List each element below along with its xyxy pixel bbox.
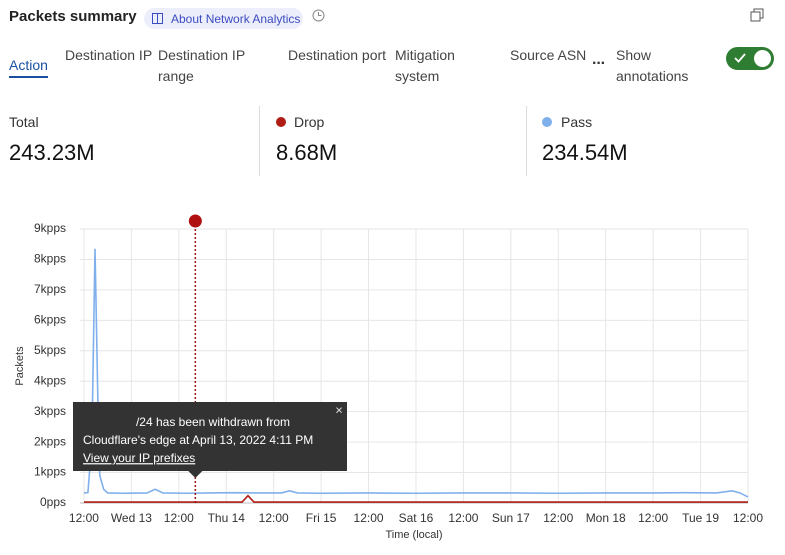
toggle[interactable] (726, 47, 774, 70)
y-tick-label: 2kpps (34, 434, 66, 448)
tooltip-text: /24 has been withdrawn from (136, 415, 290, 429)
y-tick-label: 3kpps (34, 404, 66, 418)
y-tick-label: 7kpps (34, 282, 66, 296)
tab[interactable]: Destination IP range (158, 47, 245, 84)
book-icon (152, 13, 163, 24)
x-tick-label: Wed 13 (111, 511, 152, 525)
x-tick-label: 12:00 (638, 511, 668, 525)
x-tick-label: 12:00 (164, 511, 194, 525)
x-tick-label: 12:00 (69, 511, 99, 525)
y-tick-label: 8kpps (34, 252, 66, 266)
y-tick-label: 4kpps (34, 373, 66, 387)
total-value: 243.23M (9, 140, 95, 165)
x-tick-label: 12:00 (259, 511, 289, 525)
y-tick-label: 0pps (40, 495, 66, 509)
tab[interactable]: Mitigation system (395, 47, 455, 84)
pass-value: 234.54M (542, 140, 628, 165)
y-tick-label: 9kpps (34, 221, 66, 235)
tooltip-text: Cloudflare's edge at April 13, 2022 4:11… (83, 433, 313, 447)
pass-label: Pass (561, 114, 593, 130)
x-tick-label: Tue 19 (682, 511, 719, 525)
total-label: Total (9, 114, 39, 130)
tooltip-box (73, 402, 347, 471)
tab[interactable]: Source ASN (510, 47, 587, 63)
series-line (83, 494, 748, 503)
x-tick-label: Thu 14 (208, 511, 246, 525)
page-title: Packets summary (9, 8, 137, 25)
more-dots[interactable]: ··· (592, 55, 606, 72)
x-tick-label: 12:00 (543, 511, 573, 525)
chart: 0pps 1kpps 2kpps 3kpps 4kpps 5kpps 6kpps 7kpps 8… (14, 214, 763, 541)
about-link[interactable]: About Network Analytics (171, 12, 301, 26)
x-axis-label: Time (local) (385, 529, 442, 541)
annotation-marker (188, 214, 202, 228)
clock-icon (312, 9, 325, 22)
y-tick-label: 1kpps (34, 465, 66, 479)
y-axis-label: Packets (14, 346, 26, 386)
x-tick-label: 12:00 (733, 511, 763, 525)
tooltip-pointer (188, 471, 203, 478)
tab[interactable]: Destination port (288, 47, 387, 63)
expand-icon[interactable] (750, 8, 765, 23)
tab[interactable]: Destination IP (65, 47, 153, 63)
x-tick-label: Mon 18 (586, 511, 626, 525)
series-line (83, 248, 749, 498)
x-tick-label: Sat 16 (399, 511, 434, 525)
x-tick-label: 12:00 (448, 511, 478, 525)
x-tick-label: Sun 17 (492, 511, 530, 525)
about-pill[interactable]: About Network Analytics (144, 8, 303, 29)
toggle-label: Show annotations (616, 47, 689, 84)
tooltip-close[interactable]: × (335, 402, 343, 417)
x-tick-label: 12:00 (354, 511, 384, 525)
x-tick-label: Fri 15 (306, 511, 337, 525)
tooltip-link[interactable]: View your IP prefixes (83, 451, 195, 465)
drop-label: Drop (294, 114, 325, 130)
annotation-tooltip: × /24 has been withdrawn from Cloudflare's… (73, 402, 347, 478)
y-tick-label: 6kpps (34, 313, 66, 327)
tab[interactable]: Action (9, 55, 48, 78)
y-tick-label: 5kpps (34, 343, 66, 357)
drop-value: 8.68M (276, 140, 338, 165)
